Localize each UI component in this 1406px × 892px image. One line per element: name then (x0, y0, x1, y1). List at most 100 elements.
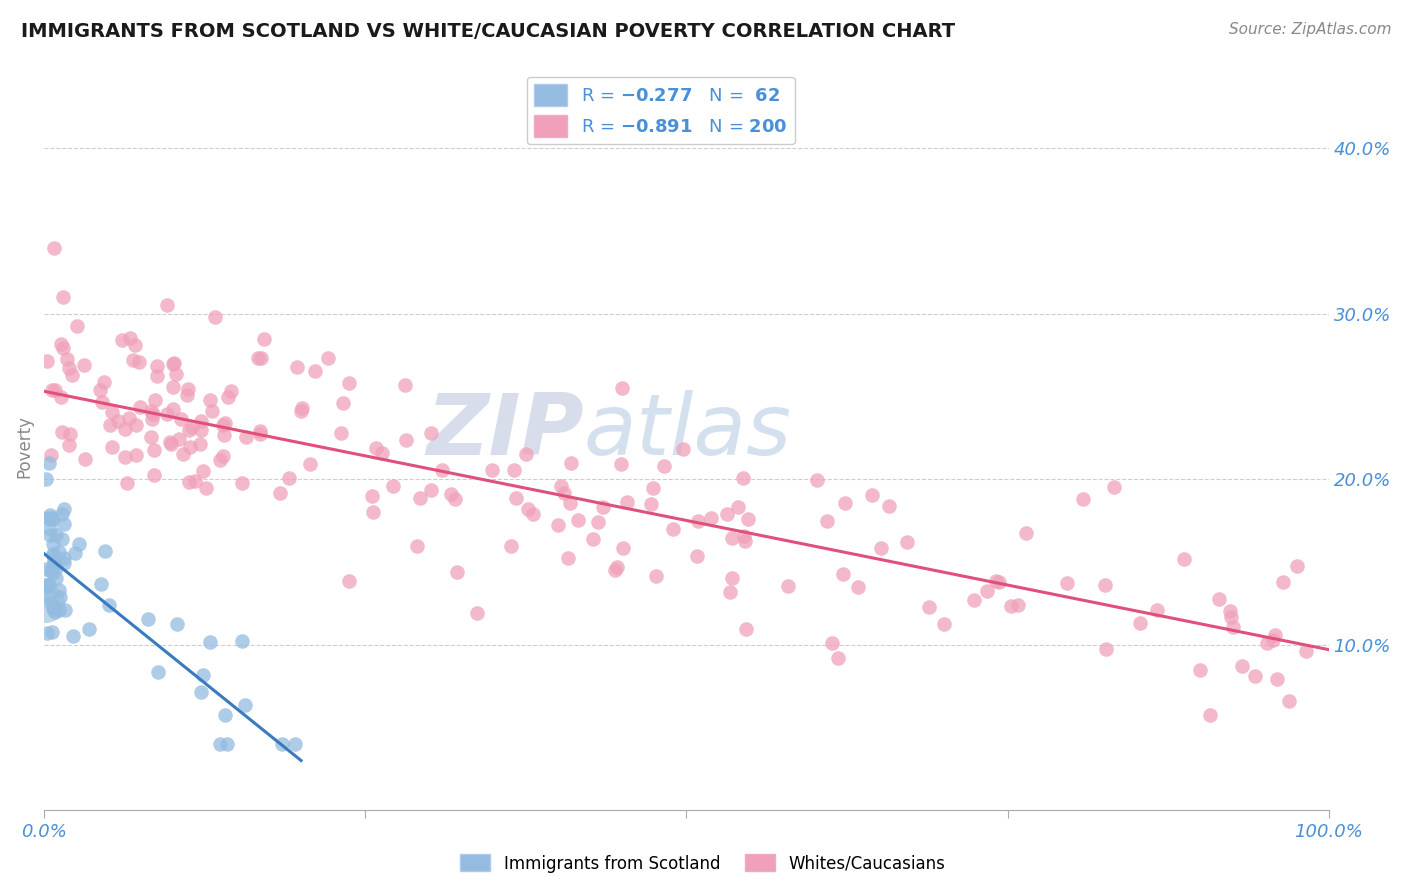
Point (44, 605, 66, 619)
Point (233, 698, 256, 712)
Point (1264, 628, 1286, 642)
Point (204, 310, 226, 324)
Point (34, 596, 56, 610)
Point (41, 601, 63, 615)
Point (735, 622, 758, 636)
Point (118, 330, 141, 344)
Point (201, 403, 224, 417)
Point (212, 417, 235, 432)
Point (91, 395, 114, 409)
Point (652, 458, 675, 473)
Point (141, 404, 163, 418)
Point (41, 561, 63, 575)
Point (146, 665, 169, 679)
Point (52, 341, 75, 355)
Point (716, 507, 738, 521)
Point (59, 426, 82, 441)
Point (58, 438, 80, 452)
Point (98, 418, 121, 433)
Point (278, 471, 301, 485)
Point (291, 401, 314, 415)
Point (567, 513, 589, 527)
Point (298, 458, 321, 472)
Point (1271, 575, 1294, 590)
Point (52, 551, 75, 566)
Point (209, 737, 232, 751)
Point (77, 622, 100, 636)
Point (395, 434, 418, 448)
Point (48, 590, 70, 604)
Point (162, 379, 184, 393)
Point (371, 446, 394, 460)
Point (139, 430, 162, 444)
Point (124, 337, 146, 351)
Point (606, 559, 628, 574)
Point (1295, 644, 1317, 658)
Point (285, 359, 308, 374)
Point (34, 577, 56, 591)
Point (101, 404, 124, 418)
Point (217, 737, 239, 751)
Point (93, 375, 115, 389)
Point (195, 481, 218, 495)
Point (63, 546, 86, 560)
Point (111, 333, 134, 347)
Point (166, 616, 188, 631)
Point (249, 426, 271, 441)
Point (727, 500, 749, 514)
Point (269, 485, 291, 500)
Point (41, 510, 63, 524)
Point (1102, 480, 1125, 494)
Point (848, 580, 870, 594)
Point (101, 440, 124, 454)
Point (58, 361, 80, 376)
Point (62, 629, 84, 643)
Point (44, 241, 66, 255)
Point (51, 425, 73, 440)
Point (39, 564, 62, 578)
Point (688, 515, 710, 529)
Point (51, 507, 73, 521)
Point (44, 383, 66, 397)
Point (214, 417, 236, 431)
Point (35, 511, 58, 525)
Point (67, 537, 90, 551)
Point (53, 603, 76, 617)
Point (644, 569, 666, 583)
Point (616, 495, 638, 509)
Point (547, 517, 569, 532)
Point (107, 414, 129, 428)
Point (118, 411, 141, 425)
Point (877, 499, 900, 513)
Text: Source: ZipAtlas.com: Source: ZipAtlas.com (1229, 22, 1392, 37)
Point (170, 412, 193, 426)
Point (177, 382, 200, 396)
Point (219, 384, 242, 398)
Point (162, 402, 184, 417)
Point (406, 539, 429, 553)
Point (409, 491, 432, 505)
Point (60, 368, 83, 382)
Point (41, 384, 63, 398)
Point (465, 606, 488, 620)
Point (34, 472, 56, 486)
Point (52, 290, 75, 304)
Point (136, 612, 159, 626)
Point (517, 501, 540, 516)
Point (610, 381, 633, 395)
Point (661, 522, 683, 536)
Point (337, 574, 360, 588)
Point (167, 432, 190, 446)
Text: IMMIGRANTS FROM SCOTLAND VS WHITE/CAUCASIAN POVERTY CORRELATION CHART: IMMIGRANTS FROM SCOTLAND VS WHITE/CAUCAS… (21, 22, 955, 41)
Point (330, 425, 353, 440)
Point (51, 532, 73, 546)
Point (38, 508, 60, 523)
Point (159, 434, 181, 449)
Point (42, 512, 65, 526)
Point (640, 497, 662, 511)
Point (180, 420, 202, 434)
Point (159, 437, 181, 451)
Point (582, 532, 605, 546)
Point (94, 544, 117, 558)
Point (142, 467, 165, 482)
